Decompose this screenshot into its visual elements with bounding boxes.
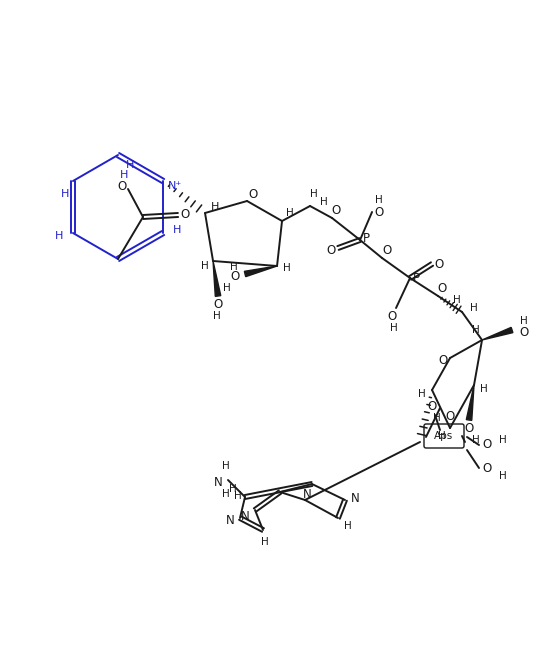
Text: O: O bbox=[482, 439, 492, 452]
Text: H: H bbox=[286, 208, 294, 218]
Text: P: P bbox=[413, 272, 419, 285]
Text: H: H bbox=[120, 170, 128, 180]
Text: H: H bbox=[390, 323, 398, 333]
Text: H: H bbox=[320, 197, 328, 207]
Polygon shape bbox=[213, 261, 221, 296]
Text: H: H bbox=[201, 261, 209, 271]
Text: H: H bbox=[480, 384, 488, 394]
Text: Aps: Aps bbox=[434, 431, 453, 441]
Polygon shape bbox=[482, 328, 513, 340]
Text: H: H bbox=[433, 413, 441, 423]
Text: O: O bbox=[482, 462, 492, 474]
Text: H: H bbox=[222, 489, 230, 499]
Text: O: O bbox=[248, 188, 258, 202]
Text: N: N bbox=[350, 491, 359, 504]
Text: O: O bbox=[465, 422, 473, 436]
Text: O: O bbox=[446, 410, 455, 422]
Text: H: H bbox=[520, 316, 528, 326]
Text: O: O bbox=[383, 244, 392, 257]
FancyBboxPatch shape bbox=[424, 424, 464, 448]
Text: O: O bbox=[231, 270, 240, 283]
Text: O: O bbox=[388, 309, 397, 322]
Text: H: H bbox=[344, 521, 352, 531]
Text: H: H bbox=[173, 225, 181, 235]
Text: H: H bbox=[261, 537, 269, 547]
Text: O: O bbox=[118, 181, 126, 194]
Text: N⁺: N⁺ bbox=[168, 181, 182, 191]
Text: H: H bbox=[229, 484, 237, 494]
Text: P: P bbox=[363, 233, 369, 246]
Text: H: H bbox=[472, 325, 480, 335]
Text: H: H bbox=[213, 311, 221, 321]
Text: O: O bbox=[437, 281, 447, 294]
Text: H: H bbox=[310, 189, 318, 199]
Text: N: N bbox=[214, 476, 222, 489]
Text: H: H bbox=[234, 491, 242, 501]
Text: N: N bbox=[226, 514, 234, 526]
Text: O: O bbox=[326, 244, 336, 257]
Text: H: H bbox=[438, 431, 446, 441]
Polygon shape bbox=[466, 385, 474, 421]
Text: H: H bbox=[283, 263, 291, 273]
Text: H: H bbox=[470, 303, 478, 313]
Text: H: H bbox=[222, 461, 230, 471]
Polygon shape bbox=[245, 266, 277, 277]
Text: O: O bbox=[438, 354, 448, 367]
Text: O: O bbox=[374, 205, 384, 218]
Text: O: O bbox=[427, 400, 437, 413]
Text: H: H bbox=[499, 435, 507, 445]
Text: H: H bbox=[126, 160, 134, 170]
Text: H: H bbox=[230, 262, 238, 272]
Text: N: N bbox=[302, 488, 311, 500]
Text: H: H bbox=[211, 202, 219, 212]
Text: H: H bbox=[499, 471, 507, 481]
Text: H: H bbox=[418, 389, 426, 399]
Text: O: O bbox=[213, 298, 223, 311]
Text: H: H bbox=[472, 435, 480, 445]
Text: H: H bbox=[375, 195, 383, 205]
Text: N: N bbox=[241, 510, 250, 523]
Text: H: H bbox=[61, 189, 69, 199]
Text: O: O bbox=[180, 209, 189, 222]
Text: H: H bbox=[55, 231, 63, 241]
Text: O: O bbox=[434, 257, 444, 270]
Text: O: O bbox=[331, 203, 341, 216]
Text: H: H bbox=[453, 295, 461, 305]
Text: H: H bbox=[223, 283, 231, 293]
Text: O: O bbox=[520, 326, 529, 339]
